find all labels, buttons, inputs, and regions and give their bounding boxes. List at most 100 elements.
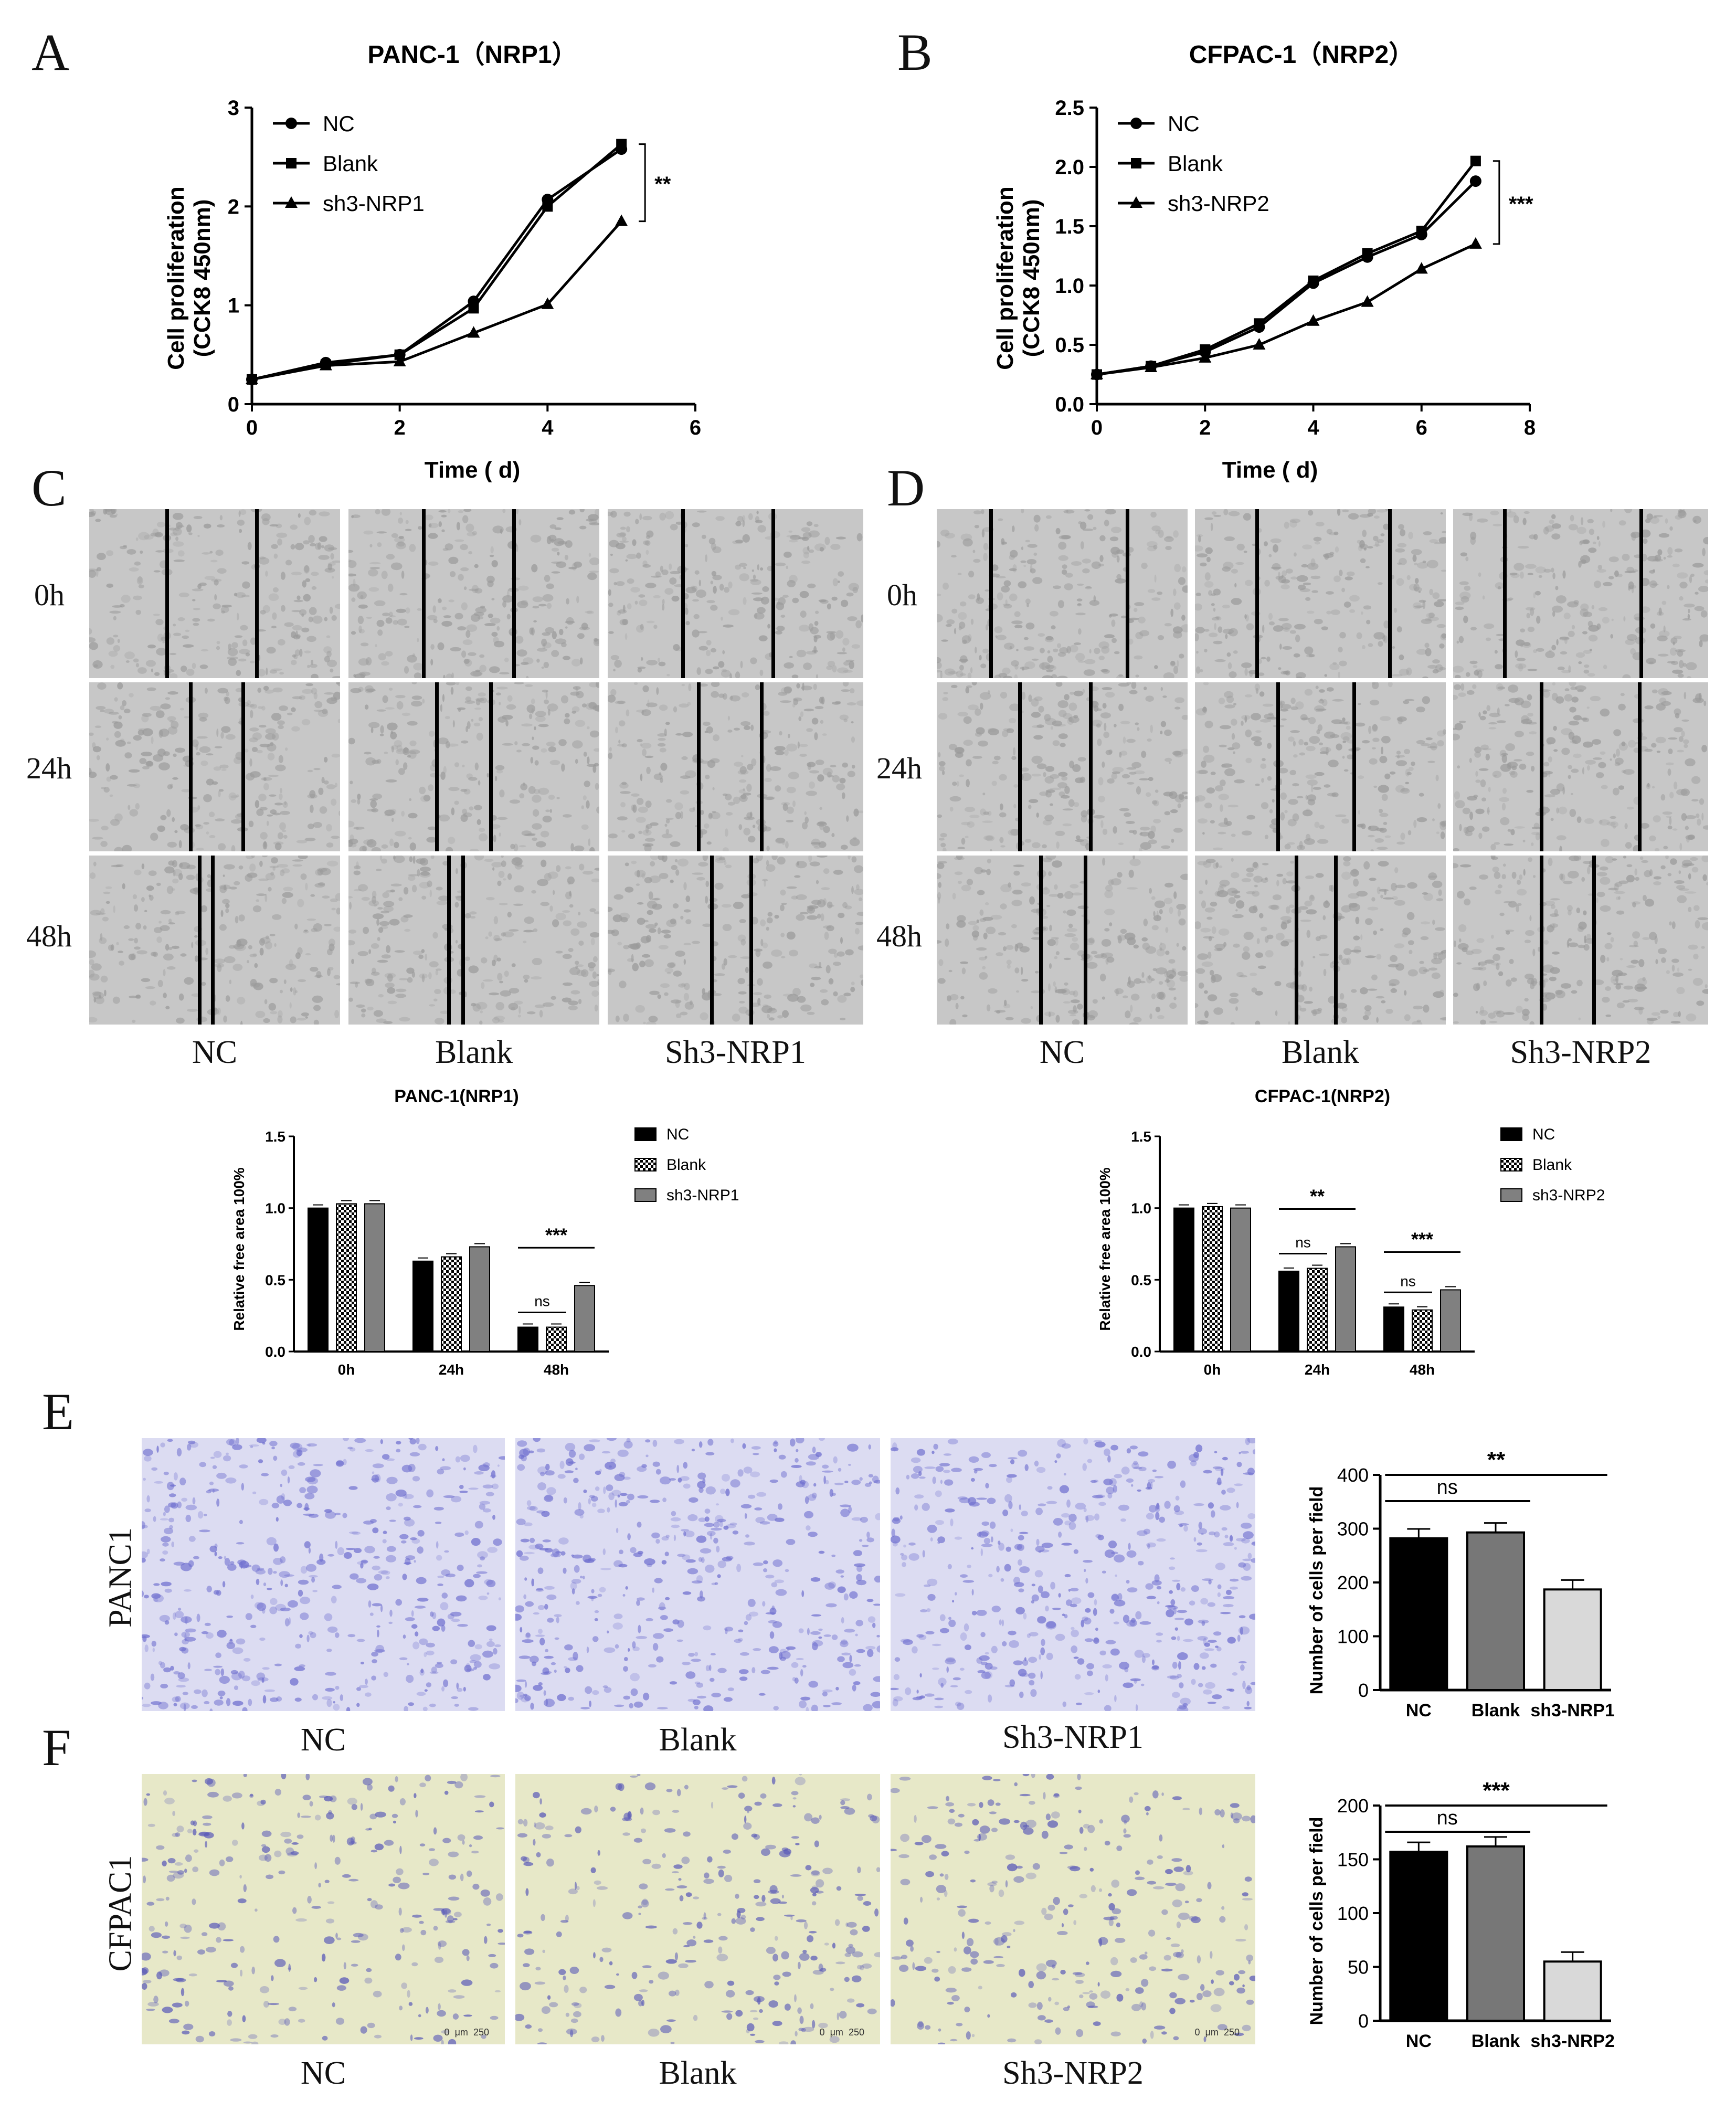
row-label-d-0h: 0h [887, 578, 917, 612]
A-series-line-sh3-NRP1 [251, 220, 623, 381]
micrograph-texture [89, 682, 340, 851]
col-label-c-sh3: Sh3-NRP1 [665, 1035, 806, 1070]
wound-d-nc-0h [937, 509, 1188, 678]
row-label-d-24h: 24h [876, 751, 922, 785]
A-y-tick-label: 2 [228, 195, 239, 218]
D-legend-label: NC [1532, 1126, 1555, 1143]
micrograph-texture [142, 1438, 505, 1711]
D-sig-label: *** [1411, 1228, 1433, 1250]
B-point-sh3-NRP2 [1361, 295, 1374, 307]
A-point-sh3-NRP1 [467, 326, 480, 338]
A-point-Blank [468, 303, 479, 314]
C-bar-Blank-24h [441, 1256, 462, 1352]
panel-label-b: B [897, 23, 933, 81]
C-x-tick-label: 24h [439, 1361, 464, 1378]
E-y-tick-label: 400 [1337, 1464, 1369, 1486]
C-y-tick-label: 1.5 [265, 1128, 285, 1145]
D-bar-NC-0h [1173, 1207, 1194, 1353]
chart-a-title: PANC-1（NRP1） [367, 41, 577, 69]
A-legend-label: Blank [323, 151, 378, 176]
A-sig-bracket [639, 143, 646, 223]
B-point-sh3-NRP2 [1253, 338, 1266, 350]
scale-bar-f-sh3: 0 μm 250 [1194, 2027, 1240, 2038]
C-bar-NC-24h [412, 1260, 433, 1352]
micrograph-texture [1453, 509, 1708, 678]
B-point-sh3-NRP2 [1469, 237, 1482, 249]
transwell-e-nc [142, 1438, 505, 1711]
B-point-Blank [1470, 155, 1481, 166]
D-y-tick-label: 1.5 [1131, 1128, 1151, 1145]
C-bar-sh3-NRP1-0h [364, 1203, 385, 1352]
C-y-tick-label: 0.5 [265, 1272, 285, 1288]
wound-c-nc-0h [89, 509, 340, 678]
chart-a-xlabel: Time ( d) [425, 457, 521, 483]
C-sig-label: *** [545, 1224, 567, 1246]
D-bar-sh3-NRP2-0h [1230, 1207, 1251, 1353]
B-y-tick-label: 0.5 [1055, 334, 1084, 357]
col-label-d-sh3: Sh3-NRP2 [1510, 1035, 1652, 1070]
C-sig-label: ns [534, 1293, 550, 1310]
E-bar-Blank [1466, 1531, 1525, 1692]
micrograph-texture [1195, 856, 1446, 1025]
chart-d-ylabel: Relative free area 100% [1097, 1167, 1113, 1331]
D-bar-sh3-NRP2-48h [1440, 1289, 1461, 1353]
C-x-tick-label: 0h [338, 1361, 355, 1378]
col-label-f-nc: NC [300, 2055, 346, 2091]
C-y-tick-label: 1.0 [265, 1200, 285, 1217]
chart-a-ylabel-line2: (CCK8 450nm) [189, 199, 215, 357]
col-label-c-nc: NC [192, 1035, 238, 1070]
A-point-sh3-NRP1 [393, 355, 406, 367]
chart-b-cck8-cfpac1: CFPAC-1（NRP2） Cell proliferation (CCK8 4… [992, 41, 1536, 483]
B-point-Blank [1308, 275, 1319, 286]
wound-c-nc-48h [89, 856, 340, 1025]
D-legend-label: Blank [1532, 1156, 1572, 1174]
transwell-e-sh3 [891, 1438, 1255, 1711]
B-point-Blank [1254, 318, 1265, 329]
B-x-tick-label: 8 [1524, 416, 1536, 439]
B-y-tick-label: 0.0 [1055, 393, 1084, 416]
B-legend-marker [1131, 158, 1141, 168]
panel-label-a: A [31, 23, 70, 81]
micrograph-texture [348, 682, 599, 851]
A-sig-label: ** [654, 173, 671, 196]
C-legend-swatch [634, 1188, 657, 1202]
A-legend-marker [285, 196, 298, 208]
micrograph-texture [937, 856, 1188, 1025]
panel-label-e: E [42, 1382, 75, 1441]
panel-label-d: D [887, 459, 925, 517]
C-legend-swatch [634, 1158, 657, 1171]
B-y-tick-label: 1.0 [1055, 275, 1084, 298]
micrograph-texture [608, 856, 863, 1025]
A-y-tick-label: 1 [228, 294, 239, 318]
panel-label-f: F [42, 1718, 71, 1777]
micrograph-texture [515, 1774, 880, 2044]
wound-c-sh3-24h [608, 682, 863, 851]
col-label-f-blank: Blank [659, 2055, 737, 2091]
micrograph-texture [937, 509, 1188, 678]
A-x-tick-label: 2 [394, 416, 406, 439]
chart-f-cells-per-field: Number of cells per field 0 50 100 150 200 NC… [1307, 1778, 1615, 2051]
C-legend-swatch [634, 1127, 657, 1141]
scale-bar-f-nc: 0 μm 250 [444, 2027, 489, 2038]
D-bar-Blank-24h [1307, 1268, 1328, 1353]
A-legend-marker [286, 158, 297, 168]
transwell-e-blank [515, 1438, 880, 1711]
A-point-sh3-NRP1 [615, 214, 628, 226]
F-x-tick-label: sh3-NRP2 [1530, 2031, 1615, 2051]
chart-b-xlabel: Time ( d) [1222, 457, 1318, 483]
E-bar-sh3-NRP1 [1543, 1588, 1602, 1692]
chart-c-ylabel: Relative free area 100% [231, 1167, 247, 1331]
E-y-tick-label: 0 [1358, 1680, 1369, 1701]
E-x-tick-label: NC [1406, 1701, 1432, 1721]
chart-e-cells-per-field: Number of cells per field 0 100 200 300 400 N… [1307, 1447, 1615, 1721]
E-sig-label: ns [1437, 1476, 1458, 1498]
micrograph-texture [89, 856, 340, 1025]
micrograph-texture [608, 682, 863, 851]
A-x-tick-label: 6 [690, 416, 701, 439]
B-series-line-sh3-NRP2 [1096, 242, 1476, 376]
C-bar-NC-0h [308, 1207, 329, 1353]
wound-d-nc-48h [937, 856, 1188, 1025]
D-bar-Blank-48h [1412, 1309, 1433, 1353]
micrograph-texture [89, 509, 340, 678]
micrograph-texture [891, 1774, 1255, 2044]
